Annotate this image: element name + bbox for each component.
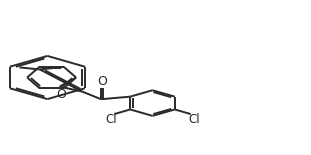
Text: Cl: Cl [188,113,200,126]
Text: O: O [56,88,66,101]
Text: O: O [97,75,107,88]
Text: Cl: Cl [105,113,117,126]
